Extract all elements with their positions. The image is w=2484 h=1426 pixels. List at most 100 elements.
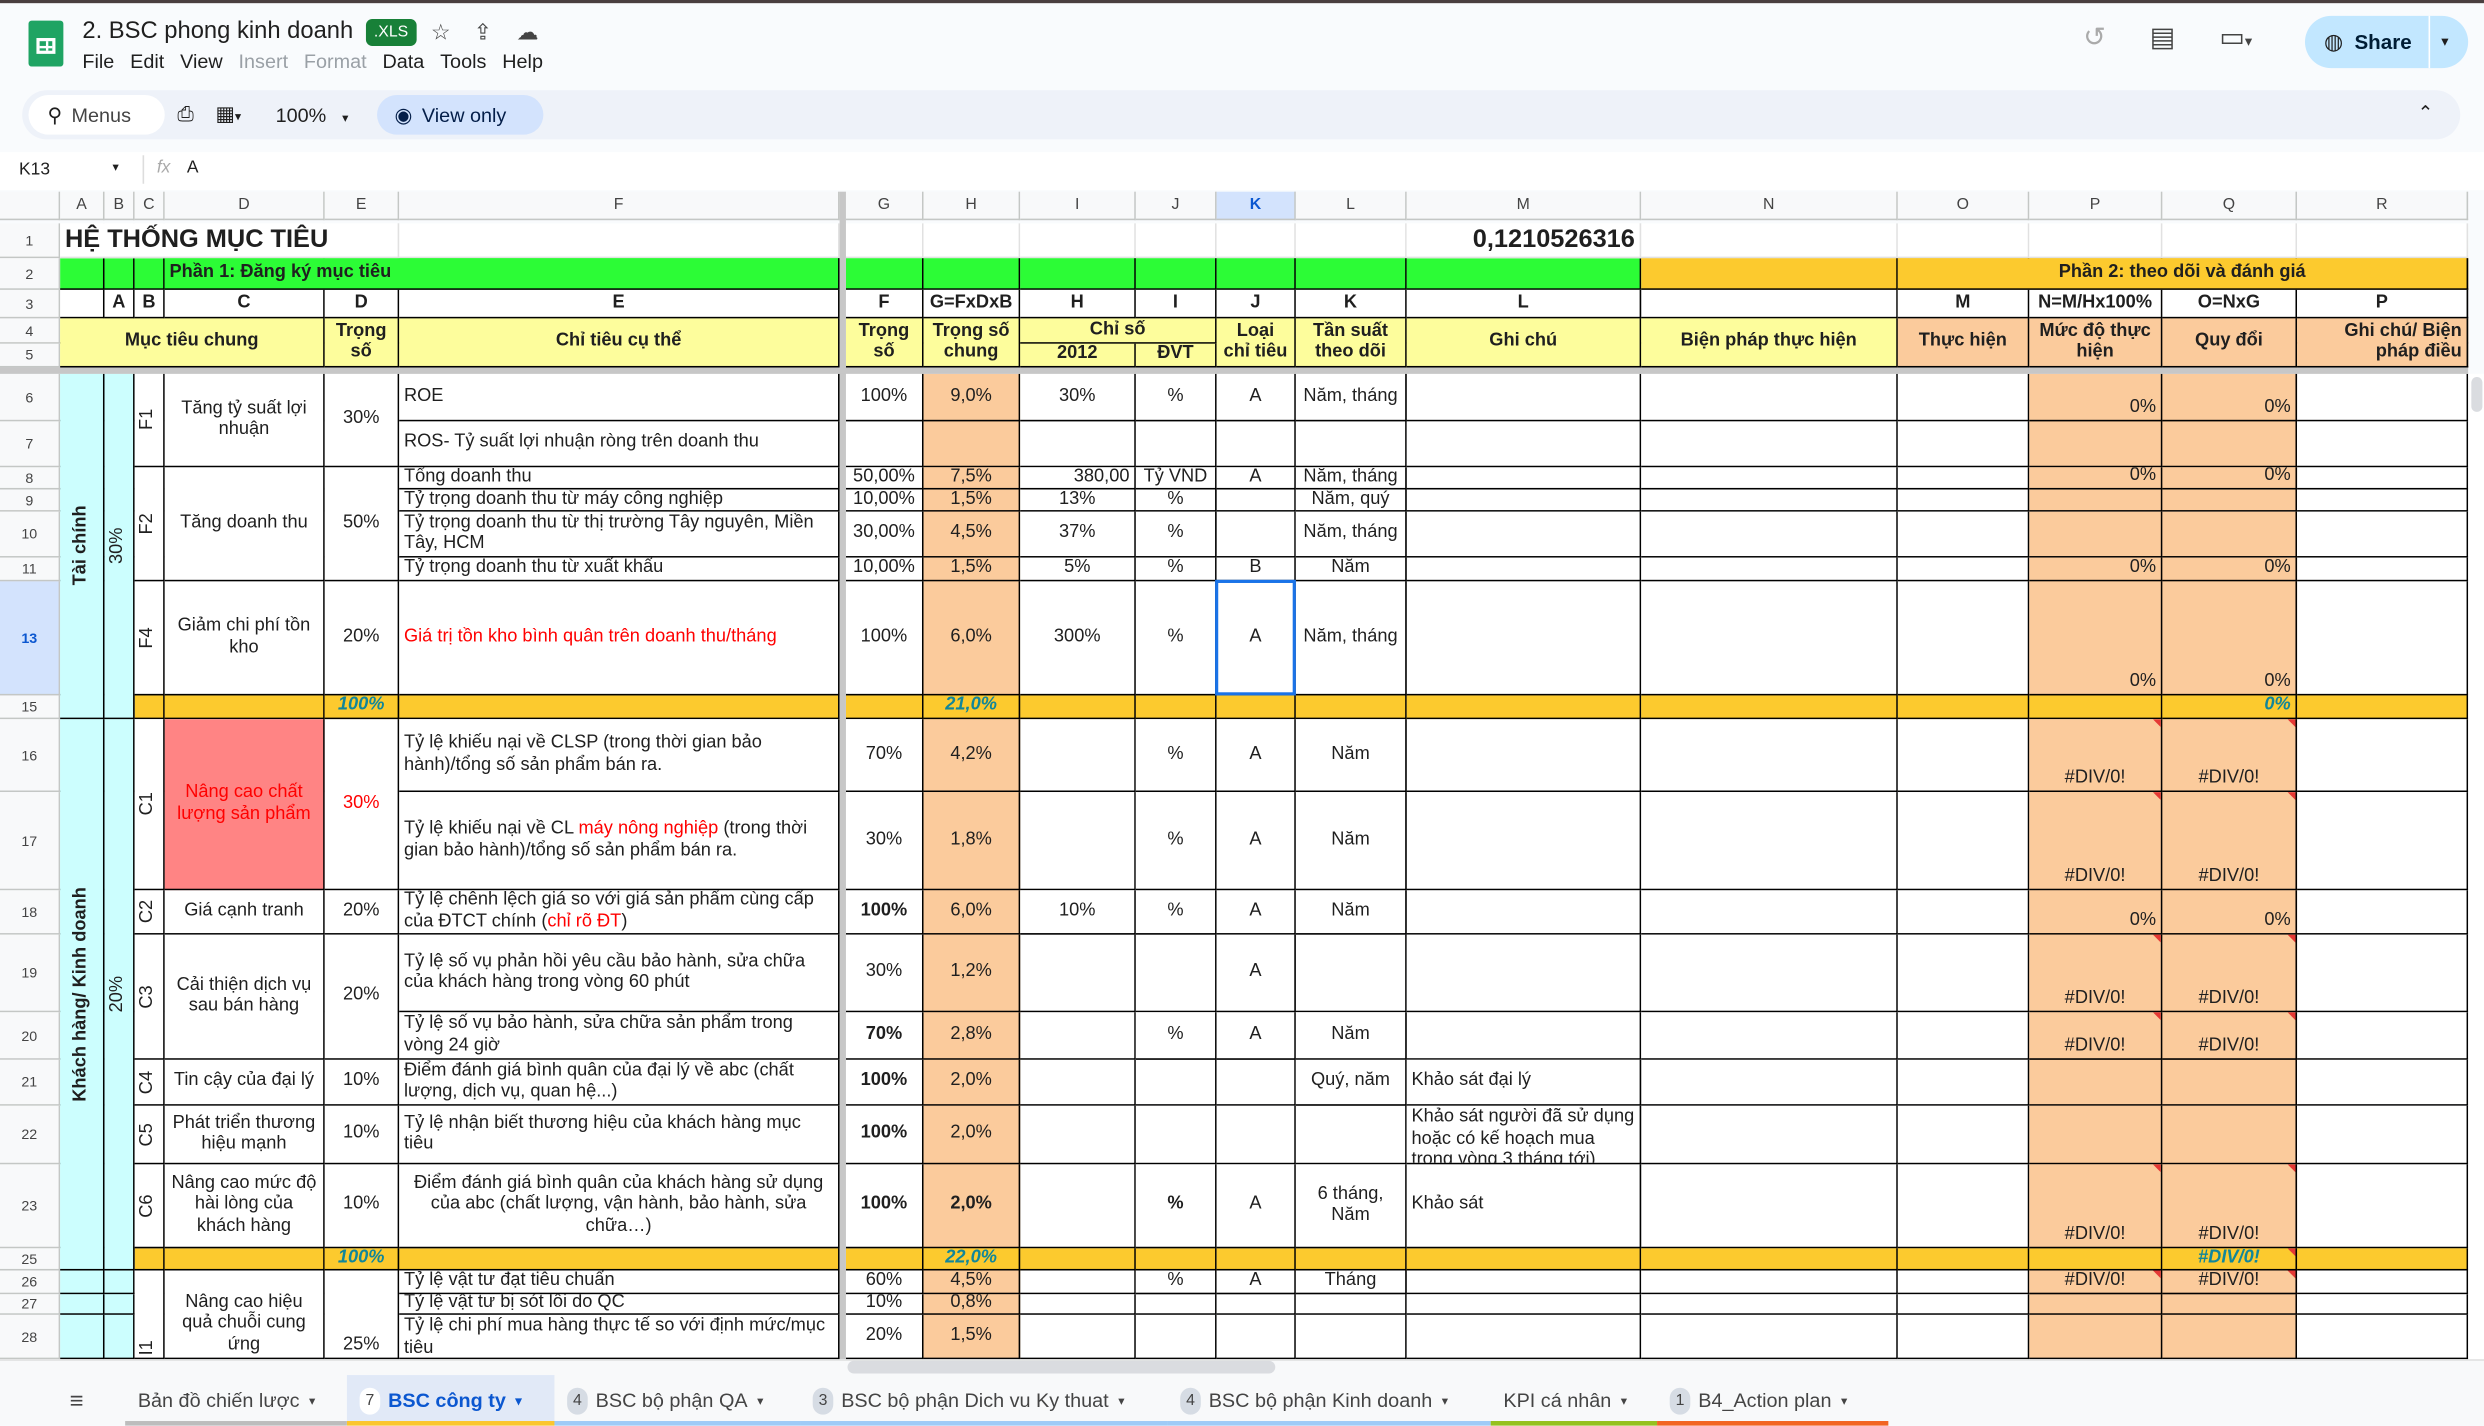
cell[interactable] [1641,223,1898,259]
cell-Q16[interactable]: #DIV/0! [2162,719,2298,793]
formula-input[interactable]: A [186,158,199,178]
cell[interactable] [134,258,165,290]
cell-H3[interactable]: G=FxDxB [923,289,1021,319]
column-header[interactable]: N [1641,191,1898,221]
cell-J16[interactable]: % [1135,719,1217,793]
cell[interactable] [1897,934,2030,1013]
cell-I3[interactable]: H [1020,289,1136,319]
cell-G8[interactable]: 50,00% [845,467,924,490]
cell[interactable] [2297,1270,2469,1295]
tab-menu-caret-icon[interactable]: ▾ [1840,1393,1848,1408]
cell[interactable] [1295,258,1407,290]
cell[interactable] [60,289,105,319]
cell-D21[interactable]: Tin cậy của đại lý [164,1059,325,1106]
cell-F22[interactable]: Tỷ lệ nhận biết thương hiệu của khách hà… [399,1105,840,1165]
row-header[interactable]: 11 [0,557,61,582]
comment-indicator-icon[interactable] [2152,719,2161,728]
cell-G23[interactable]: 100% [845,1164,924,1249]
cell-F27[interactable]: Tỷ lệ vật tư bị sót lỗi do QC [399,1294,840,1315]
cell[interactable] [1641,1059,1898,1106]
cell-G11[interactable]: 10,00% [845,557,924,582]
cell-P13[interactable]: 0% [2029,581,2163,696]
cell[interactable] [1641,934,1898,1013]
cell-J6[interactable]: % [1135,373,1217,422]
cell-G18[interactable]: 100% [845,890,924,935]
cell-E23[interactable]: 10% [324,1164,400,1249]
cell[interactable] [2029,1059,2163,1106]
cell-A1[interactable]: HỆ THỐNG MỤC TIÊU [60,223,400,259]
cell[interactable] [134,1248,165,1271]
cell-O3[interactable]: M [1897,289,2030,319]
cell-D2[interactable]: Phần 1: Đăng ký mục tiêu [164,258,840,290]
cell-J9[interactable]: % [1135,489,1217,512]
cell-H9[interactable]: 1,5% [923,489,1021,512]
cell-E25[interactable]: 100% [324,1248,400,1271]
cell[interactable] [2162,223,2298,259]
column-header[interactable]: B [104,191,135,221]
cell-F13[interactable]: Giá trị tồn kho bình quân trên doanh thu… [399,581,840,696]
cell-F3[interactable]: E [399,289,840,319]
cell-G17[interactable]: 30% [845,792,924,891]
cell[interactable] [1897,695,2030,720]
cell[interactable] [1641,1105,1898,1165]
cell-D3[interactable]: C [164,289,325,319]
cell-J3[interactable]: I [1135,289,1217,319]
cell-P17[interactable]: #DIV/0! [2029,792,2163,891]
cell[interactable] [2029,1248,2163,1271]
row-header[interactable]: 9 [0,489,61,512]
cell[interactable] [2297,934,2469,1013]
tab-menu-caret-icon[interactable]: ▾ [1118,1393,1125,1408]
frozen-column-divider[interactable] [839,191,846,1360]
cell[interactable] [2162,1059,2298,1106]
cell-H6[interactable]: 9,0% [923,373,1021,422]
cell-E3[interactable]: D [324,289,400,319]
row-header[interactable]: 8 [0,467,61,490]
cell-Q18[interactable]: 0% [2162,890,2298,935]
cell-L20[interactable]: Năm [1295,1012,1407,1060]
cell-C23[interactable]: C6 [134,1164,165,1249]
cell[interactable] [1897,581,2030,696]
cell-F7[interactable]: ROS- Tỷ suất lợi nhuận ròng trên doanh t… [399,421,840,468]
cell[interactable] [1897,1059,2030,1106]
cell-E16[interactable]: 30% [324,719,400,891]
cell-C13[interactable]: F4 [134,581,165,696]
cell-G10[interactable]: 30,00% [845,511,924,558]
row-header[interactable]: 18 [0,890,61,935]
cell[interactable] [1135,1294,1217,1315]
cell[interactable] [1406,557,1642,582]
cell[interactable] [1897,223,2030,259]
cell[interactable] [2297,1012,2469,1060]
cell-E18[interactable]: 20% [324,890,400,935]
cell-G4[interactable]: Trọng số [845,318,924,368]
cell-F28[interactable]: Tỷ lệ chi phí mua hàng thực tế so với đị… [399,1314,840,1360]
cell[interactable] [1897,1248,2030,1271]
cell-G26[interactable]: 60% [845,1270,924,1295]
cell[interactable] [1406,792,1642,891]
cell-F17[interactable]: Tỷ lệ khiếu nại về CL máy nông nghiệp (t… [399,792,840,891]
cell[interactable] [845,223,924,259]
cell-D8[interactable]: Tăng doanh thu [164,467,325,582]
cell-P8[interactable]: 0% [2029,467,2163,490]
column-header[interactable]: K [1216,191,1296,221]
cell[interactable] [1641,695,1898,720]
cell-K4[interactable]: Loại chỉ tiêu [1216,318,1296,368]
cell-H20[interactable]: 2,8% [923,1012,1021,1060]
column-header[interactable]: A [60,191,105,221]
cell-M21[interactable]: Khảo sát đại lý [1406,1059,1642,1106]
cell[interactable] [1020,695,1136,720]
cell-Q3[interactable]: O=NxG [2162,289,2298,319]
cloud-status-icon[interactable]: ☁ [516,19,539,45]
column-header[interactable]: E [324,191,400,221]
row-header[interactable]: 13 [0,581,61,696]
cell-H15[interactable]: 21,0% [923,695,1021,720]
cell[interactable] [1216,1105,1296,1165]
cell[interactable] [1897,792,2030,891]
cell-F11[interactable]: Tỷ trọng doanh thu từ xuất khẩu [399,557,840,582]
cell[interactable] [1641,890,1898,935]
cell[interactable] [2029,223,2163,259]
column-header[interactable]: F [399,191,840,221]
cell[interactable] [134,695,165,720]
menu-tools[interactable]: Tools [440,50,487,73]
cell[interactable] [1216,695,1296,720]
tab-menu-caret-icon[interactable]: ▾ [757,1393,764,1408]
